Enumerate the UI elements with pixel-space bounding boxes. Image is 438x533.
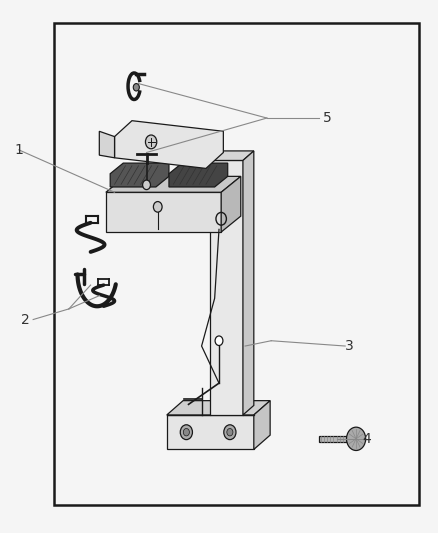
Circle shape [180,425,192,440]
Circle shape [153,201,162,212]
Circle shape [215,336,223,345]
Polygon shape [106,176,241,192]
Polygon shape [210,160,243,415]
Polygon shape [169,163,228,187]
Circle shape [143,180,150,190]
Polygon shape [99,131,115,158]
Bar [319,435,347,442]
Circle shape [224,425,236,440]
Circle shape [133,84,139,91]
Polygon shape [254,401,270,449]
Polygon shape [243,151,254,415]
Circle shape [227,429,233,436]
Polygon shape [106,192,221,232]
Polygon shape [210,151,254,160]
Circle shape [184,429,189,436]
Circle shape [346,427,366,450]
Polygon shape [167,401,270,415]
Text: 2: 2 [21,312,30,327]
Polygon shape [167,415,254,449]
Text: 1: 1 [14,143,23,157]
Polygon shape [115,120,223,168]
Bar [53,22,419,505]
Circle shape [145,135,157,149]
Polygon shape [110,163,169,187]
Polygon shape [221,176,241,232]
Text: 5: 5 [323,111,332,125]
Text: 4: 4 [363,432,371,446]
Text: 3: 3 [345,339,354,353]
